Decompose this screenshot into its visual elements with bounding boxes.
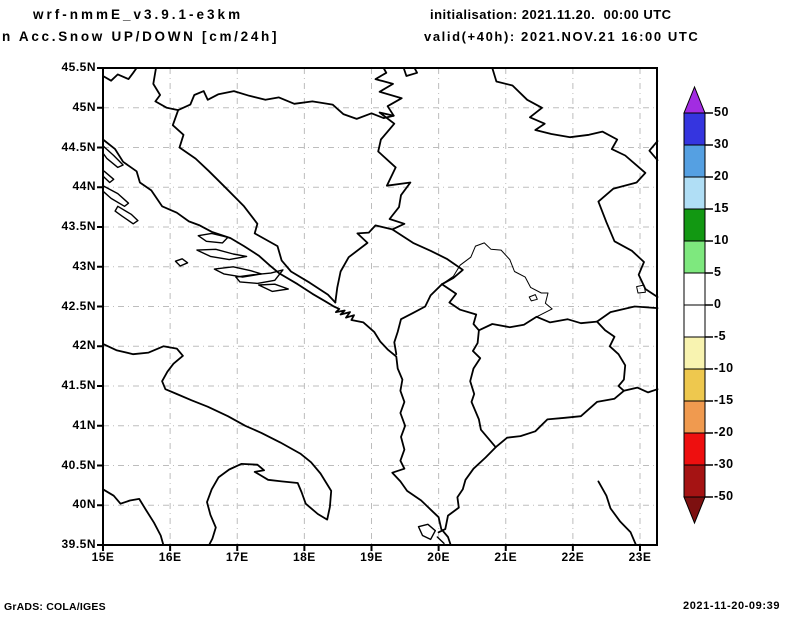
colorbar-tick-label: 15: [714, 201, 729, 215]
field-title: n Acc.Snow UP/DOWN [cm/24h]: [2, 29, 280, 44]
colorbar-tick-label: -15: [714, 393, 734, 407]
x-axis-tick-label: 17E: [225, 550, 249, 564]
y-axis-tick-label: 44.5N: [61, 139, 96, 154]
colorbar-tick-label: -30: [714, 457, 734, 471]
y-axis-tick-label: 43.5N: [61, 219, 96, 233]
x-axis-tick-label: 16E: [158, 550, 182, 564]
x-axis-tick-label: 23E: [628, 550, 652, 564]
colorbar: [683, 85, 713, 525]
x-axis-tick-label: 22E: [561, 550, 585, 564]
colorbar-tick-label: 20: [714, 169, 729, 183]
map-canvas: [97, 67, 659, 551]
map-geography: [102, 67, 659, 546]
x-axis-tick-label: 18E: [292, 550, 316, 564]
map-frame: [97, 67, 658, 551]
colorbar-tick-label: 0: [714, 297, 722, 311]
y-axis-tick-label: 40.5N: [61, 457, 96, 472]
y-axis-tick-label: 41.5N: [61, 378, 96, 392]
valid-time: valid(+40h): 2021.NOV.21 16:00 UTC: [424, 29, 700, 44]
creation-timestamp: 2021-11-20-09:39: [683, 600, 781, 612]
y-axis-tick-label: 45.5N: [61, 60, 96, 74]
grads-credit: GrADS: COLA/IGES: [4, 601, 106, 613]
colorbar-tick-label: -50: [714, 489, 734, 503]
y-axis-tick-label: 44N: [72, 179, 96, 194]
colorbar-tick-label: 10: [714, 233, 729, 247]
colorbar-tick-label: 50: [714, 105, 729, 119]
y-axis-tick-label: 45N: [72, 99, 96, 114]
colorbar-tick-label: -10: [714, 361, 734, 375]
x-axis-tick-label: 20E: [427, 550, 451, 564]
colorbar-tick-label: -5: [714, 329, 727, 343]
model-title: wrf-nmmE_v3.9.1-e3km: [33, 7, 244, 22]
map-gridlines: [103, 68, 658, 545]
y-axis-tick-label: 39.5N: [61, 537, 96, 551]
x-axis-tick-label: 15E: [91, 550, 115, 564]
y-axis-tick-label: 42N: [72, 338, 96, 353]
colorbar-tick-label: 30: [714, 137, 729, 151]
x-axis-tick-label: 19E: [360, 550, 383, 564]
x-axis-tick-label: 21E: [494, 550, 518, 564]
colorbar-tick-label: -20: [714, 425, 734, 439]
colorbar-tick-label: 5: [714, 265, 722, 279]
y-axis-tick-label: 41N: [72, 417, 96, 432]
y-axis-tick-label: 43N: [72, 258, 96, 273]
initialisation-time: initialisation: 2021.11.20. 00:00 UTC: [430, 7, 672, 22]
y-axis-tick-label: 40N: [72, 497, 96, 512]
y-axis-tick-label: 42.5N: [61, 298, 96, 313]
